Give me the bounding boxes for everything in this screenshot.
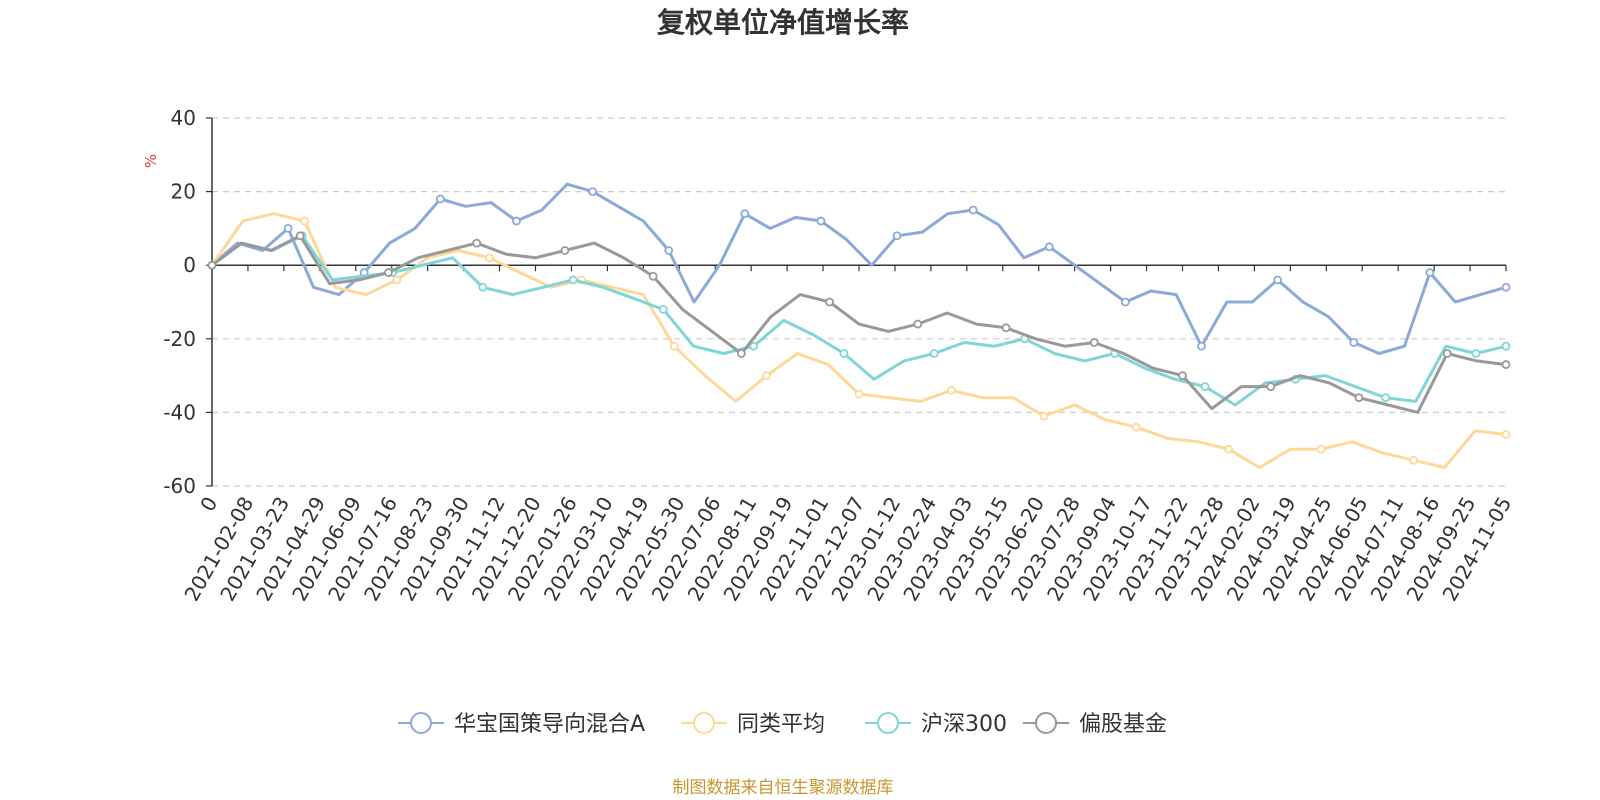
legend-label[interactable]: 偏股基金 xyxy=(1079,712,1167,737)
data-point xyxy=(384,268,393,277)
data-point xyxy=(1121,297,1130,307)
axes xyxy=(211,118,1506,486)
legend-marker xyxy=(410,712,432,734)
data-point xyxy=(1197,341,1206,351)
data-point xyxy=(1501,282,1511,292)
data-point xyxy=(1266,382,1276,392)
data-point xyxy=(1316,444,1326,454)
data-point xyxy=(669,341,679,351)
data-point xyxy=(300,216,309,226)
y-axis-ticks: 40 20 0 -20 -40 -60 xyxy=(163,106,212,498)
source-note: 制图数据来自恒生聚源数据库 xyxy=(673,778,894,798)
data-point xyxy=(1501,360,1511,369)
data-point xyxy=(1001,323,1011,333)
data-point xyxy=(1131,422,1141,432)
data-point xyxy=(816,216,826,226)
y-tick-label: -60 xyxy=(163,474,196,498)
data-point xyxy=(435,194,445,204)
legend: 华宝国策导向混合A 同类平均 沪深300 偏股基金 xyxy=(398,712,1167,737)
data-point xyxy=(740,209,750,219)
legend-marker xyxy=(877,712,899,734)
data-point xyxy=(392,275,402,285)
data-point xyxy=(1224,444,1234,454)
data-point xyxy=(472,238,482,248)
data-point xyxy=(1501,341,1511,351)
series-lines xyxy=(207,182,1511,470)
grid-lines xyxy=(212,117,1506,487)
data-point xyxy=(1471,349,1481,358)
x-tick-label: 0 xyxy=(195,493,222,516)
data-point xyxy=(207,260,217,270)
data-point xyxy=(1089,338,1099,347)
y-tick-label: -40 xyxy=(163,400,196,424)
data-point xyxy=(1501,430,1511,439)
data-point xyxy=(1381,393,1391,403)
chart-title: 复权单位净值增长率 xyxy=(657,6,909,39)
y-tick-label: 0 xyxy=(183,253,196,277)
data-point xyxy=(1178,371,1187,381)
data-point xyxy=(478,282,488,292)
legend-label[interactable]: 沪深300 xyxy=(921,712,1007,737)
data-point xyxy=(1354,393,1364,403)
y-tick-label: 40 xyxy=(171,106,196,130)
data-point xyxy=(839,349,849,358)
data-point xyxy=(664,246,674,255)
data-point xyxy=(1273,275,1283,285)
data-point xyxy=(749,341,759,351)
data-point xyxy=(1039,411,1049,421)
legend-marker xyxy=(1035,712,1057,734)
data-point xyxy=(892,231,902,241)
data-point xyxy=(947,385,956,395)
data-point xyxy=(736,349,746,358)
data-point xyxy=(658,304,668,314)
data-point xyxy=(854,389,864,399)
data-point xyxy=(1200,382,1210,392)
data-point xyxy=(762,371,771,381)
data-point xyxy=(568,275,578,285)
series-line xyxy=(210,182,1508,355)
data-point xyxy=(1425,268,1435,277)
data-point xyxy=(1044,242,1054,252)
data-point xyxy=(484,253,494,263)
data-point xyxy=(1349,338,1359,347)
data-point xyxy=(1409,455,1418,465)
y-axis-unit: % xyxy=(142,154,160,168)
data-point xyxy=(588,187,597,197)
data-point xyxy=(283,223,293,233)
data-point xyxy=(968,205,978,215)
legend-label[interactable]: 华宝国策导向混合A xyxy=(454,712,645,737)
data-point xyxy=(1442,349,1452,358)
data-point xyxy=(825,297,834,307)
data-point xyxy=(913,319,923,329)
y-tick-label: 20 xyxy=(171,180,196,204)
y-tick-label: -20 xyxy=(163,327,196,351)
legend-label[interactable]: 同类平均 xyxy=(737,712,825,737)
data-point xyxy=(648,271,658,281)
data-point xyxy=(295,231,305,241)
data-point xyxy=(929,349,939,358)
data-point xyxy=(512,216,521,226)
legend-marker xyxy=(693,712,715,734)
data-point xyxy=(560,246,570,255)
series-line xyxy=(210,234,1508,414)
